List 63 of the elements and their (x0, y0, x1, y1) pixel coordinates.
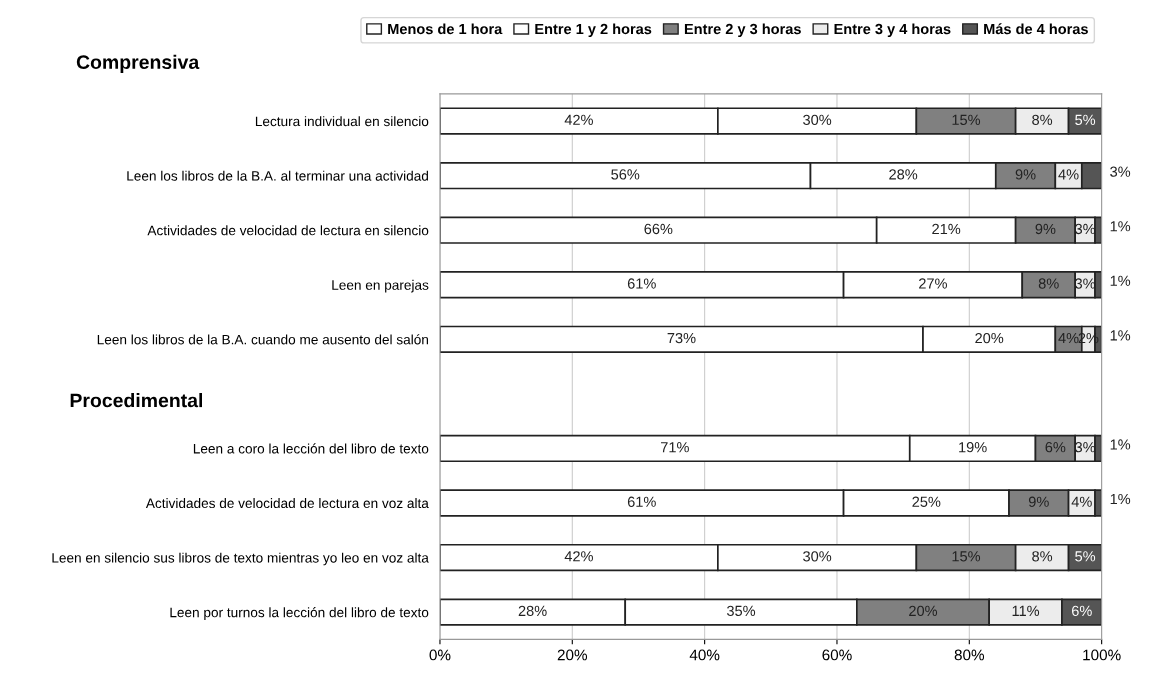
data-label: 21% (932, 223, 961, 235)
data-label: 61% (627, 278, 656, 289)
data-label: 6% (1072, 605, 1092, 617)
x-tick-label: 100% (1083, 649, 1121, 661)
data-label: 9% (1028, 496, 1049, 507)
x-tick-label: 20% (557, 649, 588, 661)
data-label: 30% (803, 114, 832, 126)
x-tick-label: 0% (429, 649, 451, 661)
data-label: 8% (1032, 114, 1053, 126)
data-label: 35% (726, 605, 756, 617)
data-label: 5% (1075, 551, 1096, 562)
x-tick-label: 40% (689, 649, 720, 661)
legend-label: Entre 2 y 3 horas (684, 23, 801, 38)
data-label: 8% (1032, 551, 1053, 562)
legend-label: Entre 1 y 2 horas (535, 23, 652, 38)
data-label: 9% (1035, 223, 1056, 235)
data-label: 15% (952, 114, 981, 126)
y-tick-label: Leen los libros de la B.A. al terminar una actividad (127, 170, 428, 181)
text: Comprensiva (76, 54, 200, 73)
y-tick-label: Actividades de velocidad de lectura en voz alta (145, 498, 429, 509)
data-label: 4% (1058, 169, 1079, 180)
text: Procedimental (70, 393, 203, 408)
data-label: 19% (959, 442, 987, 453)
data-label: 42% (564, 551, 593, 562)
data-label: 1% (1110, 221, 1131, 232)
data-label: 27% (919, 278, 947, 289)
data-label: 28% (518, 605, 547, 617)
data-label: 20% (975, 332, 1004, 344)
y-tick-label: Leen en silencio sus libros de texto mientras yo leo en voz alta (52, 552, 429, 566)
data-label: 66% (644, 223, 673, 235)
data-label: 9% (1015, 169, 1036, 180)
data-label: 4% (1071, 496, 1092, 507)
data-label: 30% (803, 551, 832, 562)
data-label: 73% (667, 332, 696, 344)
data-label: 25% (912, 496, 941, 507)
data-label: 1% (1110, 493, 1131, 505)
data-label: 71% (661, 442, 689, 453)
data-label: 28% (889, 169, 918, 180)
x-tick-label: 60% (822, 649, 852, 661)
data-label: 56% (611, 169, 640, 180)
data-label: 8% (1038, 278, 1059, 289)
y-tick-label: Leen por turnos la lección del libro de texto (170, 607, 429, 620)
data-label: 20% (909, 605, 938, 617)
data-label: 42% (564, 114, 593, 125)
data-label: 6% (1045, 442, 1066, 453)
data-label: 1% (1110, 275, 1131, 286)
data-label: 5% (1075, 114, 1096, 126)
data-label: 61% (627, 496, 656, 507)
y-tick-label: Lectura individual en silencio (255, 116, 429, 127)
legend-label: Más de 4 horas (984, 23, 1088, 35)
data-label: 15% (952, 551, 981, 562)
data-label: 1% (1110, 439, 1131, 450)
legend-label: Menos de 1 hora (388, 23, 503, 35)
y-tick-label: Actividades de velocidad de lectura en silencio (147, 225, 429, 236)
data-label: 1% (1110, 330, 1131, 341)
legend-label: Entre 3 y 4 horas (834, 23, 951, 38)
x-tick-label: 80% (954, 649, 985, 661)
data-label: 3% (1110, 166, 1131, 177)
data-label: 11% (1012, 605, 1040, 616)
y-tick-label: Leen los libros de la B.A. cuando me ausento del salón (97, 334, 428, 345)
y-tick-label: Leen a coro la lección del libro de texto (193, 443, 429, 454)
y-tick-label: Leen en parejas (332, 279, 429, 293)
data-label: 4% (1058, 332, 1079, 344)
